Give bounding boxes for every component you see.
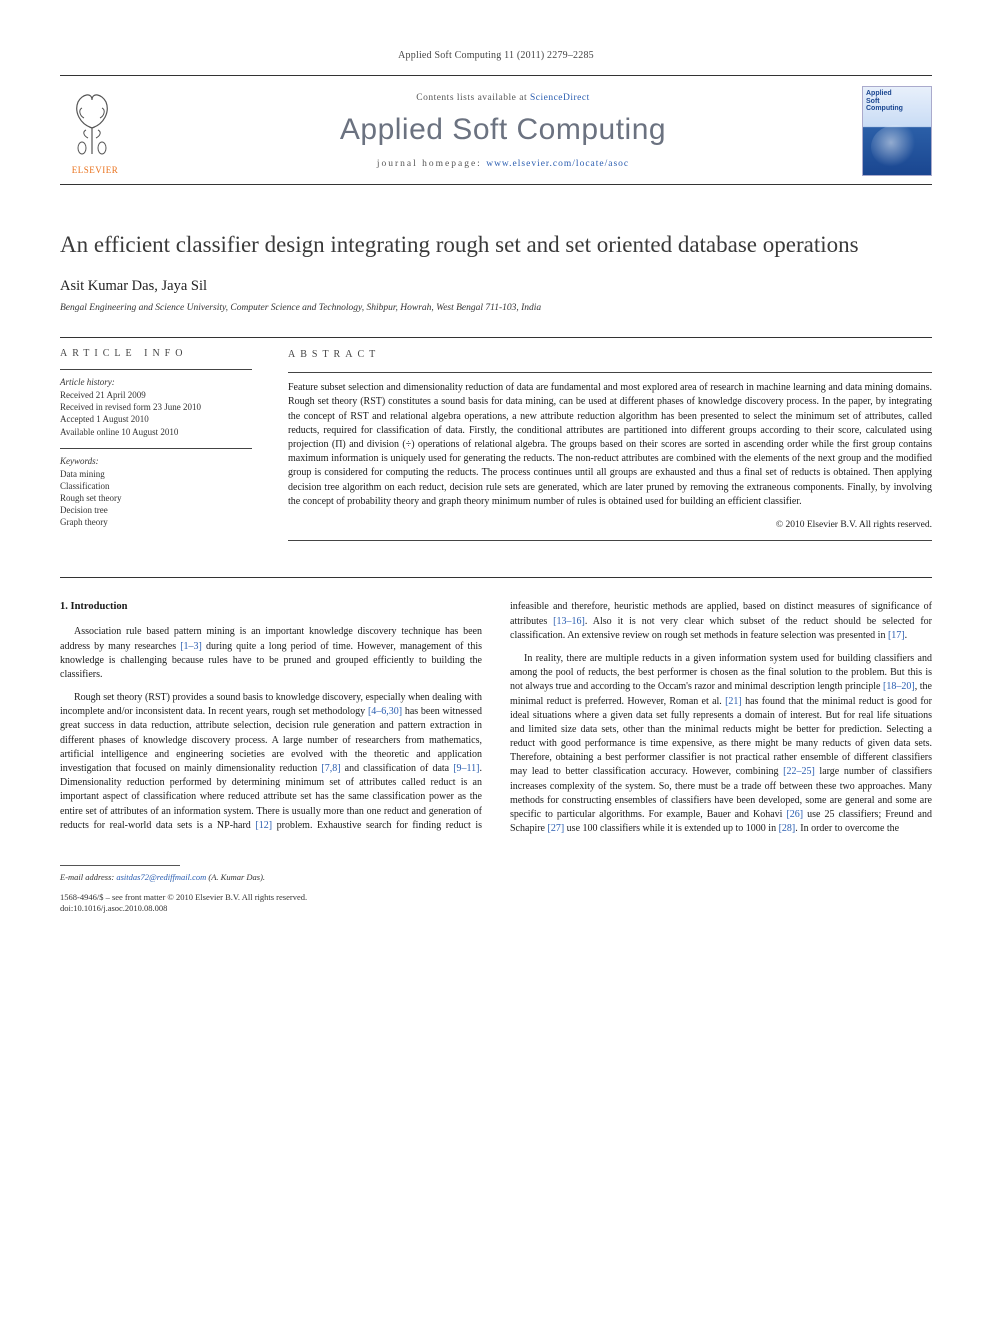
footnote-rule [60,865,180,866]
doi-block: 1568-4946/$ – see front matter © 2010 El… [60,892,932,914]
masthead: ELSEVIER Contents lists available at Sci… [60,75,932,185]
page: Applied Soft Computing 11 (2011) 2279–22… [0,0,992,954]
cover-thumb-label: AppliedSoftComputing [866,90,928,113]
ref-link[interactable]: [4–6,30] [368,706,402,717]
article-info-head: article info [60,348,252,359]
masthead-center: Contents lists available at ScienceDirec… [144,93,862,169]
abstract-copyright: © 2010 Elsevier B.V. All rights reserved… [288,519,932,532]
ref-link[interactable]: [13–16] [553,616,585,627]
journal-title: Applied Soft Computing [144,113,862,147]
homepage-prefix: journal homepage: [377,159,486,169]
section-heading: 1. Introduction [60,600,482,615]
keywords-label: Keywords: [60,455,252,467]
abstract-text: Feature subset selection and dimensional… [288,381,932,509]
keywords-block: Keywords: Data mining Classification Rou… [60,455,252,529]
abstract-column: abstract Feature subset selection and di… [270,338,932,551]
body-paragraph: Association rule based pattern mining is… [60,625,482,682]
ref-link[interactable]: [21] [725,696,742,707]
article-title: An efficient classifier design integrati… [60,229,932,260]
section-number: 1. [60,601,68,612]
body-columns: 1. Introduction Association rule based p… [60,577,932,839]
info-rule [60,369,252,370]
abstract-rule [288,372,932,373]
email-label: E-mail address: [60,872,114,882]
elsevier-tree-icon [60,88,124,158]
history-revised: Received in revised form 23 June 2010 [60,401,252,413]
ref-link[interactable]: [7,8] [321,763,340,774]
journal-reference: Applied Soft Computing 11 (2011) 2279–22… [60,50,932,61]
authors: Asit Kumar Das, Jaya Sil [60,278,932,295]
ref-link[interactable]: [18–20] [883,681,915,692]
email-who: (A. Kumar Das). [208,872,265,882]
doi-line: doi:10.1016/j.asoc.2010.08.008 [60,903,932,914]
ref-link[interactable]: [27] [548,823,565,834]
keyword: Classification [60,480,252,492]
cover-thumb-art [871,125,921,169]
info-abstract-row: article info Article history: Received 2… [60,337,932,551]
corresponding-email: E-mail address: asitdas72@rediffmail.com… [60,872,932,882]
ref-link[interactable]: [28] [779,823,796,834]
journal-homepage-line: journal homepage: www.elsevier.com/locat… [144,159,862,169]
contents-prefix: Contents lists available at [416,93,530,103]
contents-lists-line: Contents lists available at ScienceDirec… [144,93,862,103]
article-history-block: Article history: Received 21 April 2009 … [60,376,252,438]
ref-link[interactable]: [9–11] [453,763,479,774]
journal-cover-thumb: AppliedSoftComputing [862,86,932,176]
homepage-link[interactable]: www.elsevier.com/locate/asoc [486,159,629,169]
article-info-column: article info Article history: Received 2… [60,338,270,551]
history-online: Available online 10 August 2010 [60,426,252,438]
affiliation: Bengal Engineering and Science Universit… [60,303,932,313]
ref-link[interactable]: [22–25] [783,766,815,777]
sciencedirect-link[interactable]: ScienceDirect [530,93,590,103]
abstract-rule-bottom [288,540,932,541]
abstract-head: abstract [288,348,932,362]
keyword: Graph theory [60,516,252,528]
keyword: Decision tree [60,504,252,516]
info-rule [60,448,252,449]
keyword: Rough set theory [60,492,252,504]
history-accepted: Accepted 1 August 2010 [60,413,252,425]
keyword: Data mining [60,468,252,480]
issn-line: 1568-4946/$ – see front matter © 2010 El… [60,892,932,903]
section-title: Introduction [71,601,128,612]
ref-link[interactable]: [1–3] [180,641,202,652]
body-paragraph: In reality, there are multiple reducts i… [510,652,932,836]
ref-link[interactable]: [26] [786,809,803,820]
history-received: Received 21 April 2009 [60,389,252,401]
ref-link[interactable]: [17] [888,630,905,641]
elsevier-wordmark: ELSEVIER [60,165,130,175]
email-link[interactable]: asitdas72@rediffmail.com [116,872,206,882]
article-history-label: Article history: [60,376,252,388]
ref-link[interactable]: [12] [255,820,272,831]
elsevier-logo: ELSEVIER [60,88,130,175]
